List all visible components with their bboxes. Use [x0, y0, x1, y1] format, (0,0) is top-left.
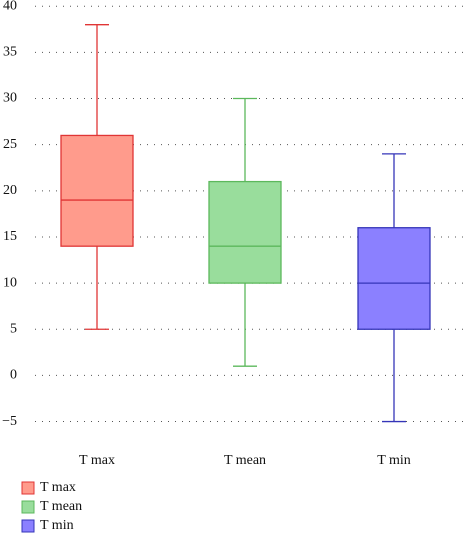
y-tick-label: −5 — [2, 414, 17, 429]
x-tick-label: T mean — [224, 453, 266, 468]
y-tick-label: 20 — [3, 183, 17, 198]
legend-label: T max — [40, 480, 76, 495]
box — [208, 180, 282, 284]
x-tick-label: T min — [377, 453, 411, 468]
y-tick-label: 5 — [10, 321, 17, 336]
y-tick-label: 15 — [3, 229, 17, 244]
y-tick-label: 30 — [3, 91, 17, 106]
y-tick-label: 35 — [3, 45, 17, 60]
legend-swatch — [21, 519, 35, 533]
legend-label: T mean — [40, 499, 82, 514]
y-tick-label: 40 — [3, 0, 17, 13]
y-tick-label: 10 — [3, 275, 17, 290]
box — [357, 227, 431, 330]
legend-swatch — [21, 481, 35, 495]
box — [60, 134, 134, 247]
y-tick-label: 25 — [3, 137, 17, 152]
legend-swatch — [21, 500, 35, 514]
y-tick-label: 0 — [10, 368, 17, 383]
legend-label: T min — [40, 518, 74, 533]
x-tick-label: T max — [79, 453, 115, 468]
